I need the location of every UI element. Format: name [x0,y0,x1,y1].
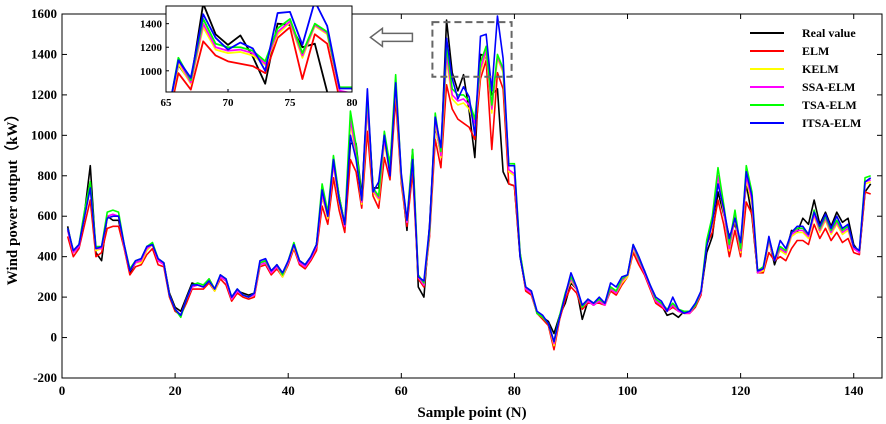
series-line-elm [66,59,871,351]
x-tick-label: 60 [395,383,408,398]
y-tick-label: -200 [33,370,57,385]
left-arrow-icon [369,26,414,48]
series-line-itsa-elm [66,15,872,343]
y-tick-label: 1200 [31,87,57,102]
y-tick-label: 1600 [31,6,57,21]
legend-label: TSA-ELM [802,98,857,112]
x-tick-label: 20 [169,383,182,398]
inset-zoom-plot: 65 70 75 80 1000 1200 1400 [140,5,359,109]
inset-y-tick-label: 1200 [140,42,163,54]
inset-frame [165,5,353,93]
legend: Real value ELM KELM SSA-ELM TSA-ELM ITSA-ELM [750,26,861,130]
inset-line-tsa-elm [171,18,352,92]
legend-label: SSA-ELM [802,80,855,94]
plot-frame [61,13,883,379]
legend-label: ELM [802,44,829,58]
x-tick-label: 0 [59,383,66,398]
inset-y-tick-label: 1000 [140,66,163,78]
zoom-region-box [369,21,513,78]
inset-line-elm [173,26,339,92]
inset-series-lines [171,6,352,92]
x-axis-label: Sample point (N) [417,405,526,421]
legend-label: KELM [802,62,839,76]
main-series-lines [66,15,872,351]
legend-label: Real value [802,26,856,40]
main-axes: 0 20 40 60 80 100 120 140-200020040060080010001… [31,6,883,398]
y-tick-label: 200 [38,289,58,304]
inset-x-tick-label: 70 [223,97,235,109]
x-tick-label: 40 [282,383,295,398]
inset-x-tick-label: 80 [347,97,359,109]
x-tick-label: 120 [731,383,751,398]
inset-line-itsa-elm [171,6,352,92]
legend-label: ITSA-ELM [802,116,861,130]
y-axis-label: Wind power output（kW） [3,107,21,286]
y-tick-label: 800 [38,168,58,183]
y-tick-label: 600 [38,208,58,223]
inset-y-tick-label: 1400 [140,19,163,31]
zoom-rectangle [431,21,513,78]
y-tick-label: 1400 [31,46,57,61]
x-tick-label: 80 [508,383,521,398]
inset-x-tick-label: 75 [285,97,297,109]
x-tick-label: 140 [844,383,864,398]
y-tick-label: 0 [51,330,58,345]
y-tick-label: 400 [38,249,58,264]
x-tick-label: 100 [618,383,638,398]
inset-x-tick-label: 65 [161,97,173,109]
y-tick-label: 1000 [31,127,57,142]
